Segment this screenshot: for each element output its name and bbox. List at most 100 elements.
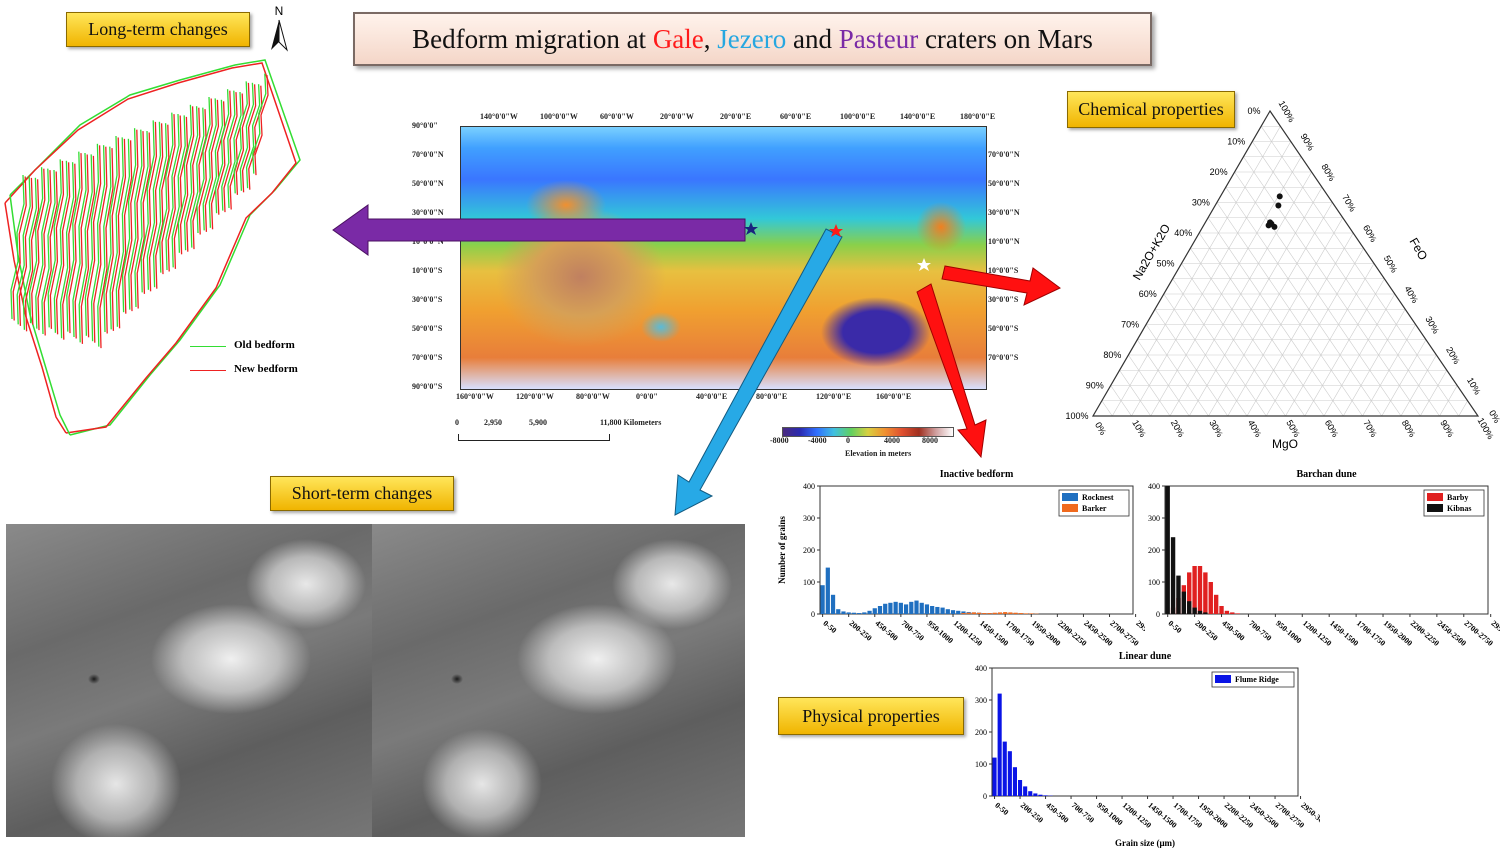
- scale-bar-line: [458, 434, 610, 441]
- histogram-barchan-dune: Barchan dune 0 100 200 300 400 0-50 200-250 450-…: [1148, 469, 1500, 648]
- ternary-data-point: [1276, 193, 1283, 200]
- y-tick-label: 100: [1148, 578, 1160, 587]
- ternary-bottom-tick: 50%: [1284, 418, 1302, 439]
- crestline-new: [80, 155, 96, 344]
- hist-bar: [940, 607, 945, 614]
- map-bottom-lon-label: 120°0'0"E: [816, 392, 852, 401]
- scale-0: 0: [455, 418, 459, 427]
- y-tick-label: 100: [803, 578, 815, 587]
- hist-bar: [950, 610, 956, 614]
- gale-arrow-physical: [916, 283, 987, 459]
- map-left-lat-label: 90°0'0"S: [412, 382, 443, 391]
- crestline-new: [111, 138, 127, 331]
- crestline-old: [78, 154, 93, 343]
- hist-bar: [851, 612, 857, 614]
- ternary-bottom-tick: 40%: [1246, 418, 1264, 439]
- ternary-grid-line: [1207, 217, 1344, 417]
- hist-bar: [898, 602, 903, 614]
- hist-bar: [1023, 613, 1029, 614]
- ternary-right-tick: 10%: [1465, 376, 1483, 397]
- map-right-lat-label: 10°0'0"N: [988, 237, 1020, 246]
- crestline-old: [177, 104, 193, 253]
- crestline-old: [90, 145, 106, 342]
- y-tick-label: 0: [1156, 610, 1160, 619]
- ternary-outline: [1091, 109, 1480, 417]
- hist-bar: [1235, 613, 1240, 614]
- hist-bar: [1038, 794, 1043, 796]
- map-bottom-lon-row: 160°0'0"W 120°0'0"W 80°0'0"W 0°0'0" 40°0'0"E…: [456, 392, 976, 404]
- crestline-old: [41, 169, 56, 335]
- map-bottom-lon-label: 80°0'0"E: [756, 392, 788, 401]
- elevation-ticks: -8000 -4000 0 4000 8000: [770, 436, 960, 446]
- hist-bar: [867, 610, 872, 614]
- ternary-bottom-tick: 10%: [1130, 418, 1148, 439]
- legend-swatch: [1427, 504, 1443, 512]
- hist-bar: [820, 585, 825, 614]
- hist-bar: [883, 603, 888, 614]
- hist-bar: [857, 613, 862, 614]
- crestline-new: [105, 137, 120, 334]
- crestline-new: [37, 170, 52, 331]
- crestline-new: [173, 116, 189, 269]
- hirise-image-after: [372, 524, 745, 837]
- histogram-linear-dune: Linear dune 0 100 200 300 400 0-50 200-250 450-5…: [975, 651, 1320, 848]
- ternary-grid-line: [1252, 141, 1440, 417]
- map-top-lon-label: 20°0'0"E: [720, 112, 752, 121]
- ternary-left-tick: 60%: [1139, 289, 1157, 299]
- x-tick-label: 0-50: [821, 619, 838, 635]
- bedform-outline-new: [4, 62, 297, 434]
- hist-bar: [1208, 582, 1213, 614]
- mars-map: [460, 126, 987, 390]
- map-top-lon-label: 100°0'0"E: [840, 112, 876, 121]
- hist-bar: [846, 612, 851, 614]
- ternary-grid-line: [1119, 370, 1151, 417]
- crestline-new: [43, 171, 58, 336]
- hist-bar: [1203, 572, 1208, 614]
- crestline-new: [198, 98, 213, 235]
- ternary-bottom-tick: 20%: [1169, 418, 1187, 439]
- ternary-left-axis-label: Na2O+K2O: [1130, 221, 1173, 282]
- ternary-grid-line: [1216, 202, 1363, 417]
- crestline-new: [55, 162, 71, 335]
- hist-bar: [956, 610, 961, 614]
- y-tick-label: 400: [803, 482, 815, 491]
- crestline-old: [115, 138, 131, 327]
- hist-bar: [1219, 606, 1224, 614]
- chart-title: Inactive bedform: [940, 469, 1014, 480]
- map-bottom-lon-label: 160°0'0"E: [876, 392, 912, 401]
- hist-bar: [971, 612, 976, 614]
- crestline-new: [99, 148, 114, 349]
- crestline-old: [152, 123, 168, 288]
- legend-old-line: [190, 346, 226, 347]
- crestline-old: [128, 129, 143, 310]
- bedform-legend: Old bedform New bedform: [190, 336, 320, 381]
- ternary-bottom-axis-label: MgO: [1272, 437, 1298, 451]
- ternary-right-tick: 0%: [1487, 408, 1500, 424]
- ternary-left-tick: 80%: [1103, 350, 1121, 360]
- map-top-lon-label: 100°0'0"W: [540, 112, 578, 121]
- y-tick-label: 200: [975, 728, 987, 737]
- ternary-right-axis-label: FeO: [1407, 235, 1431, 262]
- crestline-new: [93, 146, 108, 343]
- hist-bar: [919, 602, 924, 614]
- legend-label: Flume Ridge: [1235, 675, 1279, 684]
- crestline-old: [10, 174, 25, 320]
- ternary-grid-line: [1381, 339, 1427, 417]
- scale-11800: 11,800 Kilometers: [600, 418, 662, 427]
- map-right-lat-label: 30°0'0"S: [988, 295, 1019, 304]
- hist-bar: [1181, 591, 1187, 614]
- hist-bar: [1187, 601, 1192, 614]
- map-top-lon-label: 140°0'0"W: [480, 112, 518, 121]
- x-tick-label: 700-750: [900, 619, 926, 643]
- title-gale: Gale: [652, 24, 704, 54]
- crestline-new: [223, 92, 238, 213]
- legend-swatch: [1215, 675, 1231, 683]
- ternary-diagram: 0%10%20%30%40%50%60%70%80%90%100%100%90%…: [1065, 99, 1500, 451]
- label-long-term: Long-term changes: [66, 12, 250, 47]
- crestline-old: [233, 81, 248, 194]
- label-short-term: Short-term changes: [270, 476, 454, 511]
- crestline-old: [103, 135, 118, 333]
- legend-label: Barker: [1082, 504, 1107, 513]
- ternary-left-tick: 0%: [1247, 106, 1260, 116]
- map-bottom-lon-label: 40°0'0"E: [696, 392, 728, 401]
